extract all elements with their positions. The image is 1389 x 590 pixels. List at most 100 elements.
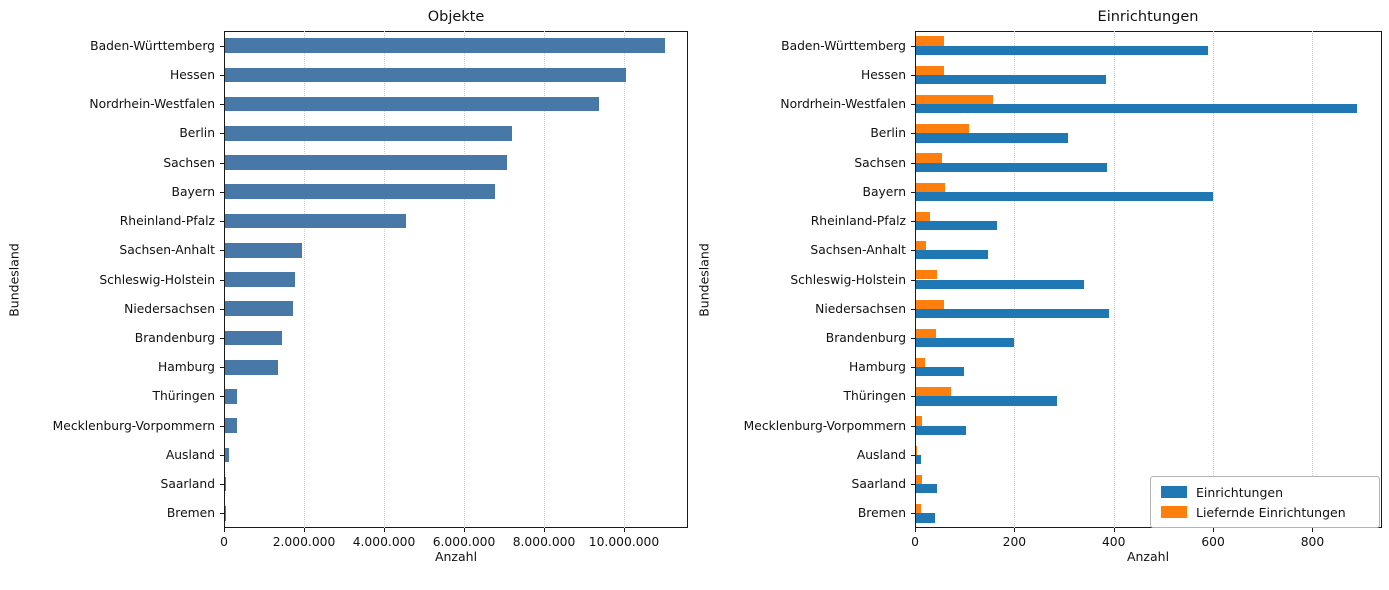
x-tick-label: 800: [1300, 535, 1325, 549]
gridline: [304, 31, 305, 528]
bar-liefernde-einrichtungen-rheinland-pfalz: [916, 211, 930, 222]
x-tick-label: 200: [1002, 535, 1027, 549]
category-label-nordrhein-westfalen: Nordrhein-Westfalen: [780, 97, 906, 112]
y-axis-tick: [911, 74, 915, 76]
x-tick-label: 4.000.000: [352, 535, 416, 549]
legend-swatch-liefernde-einrichtungen-icon: [1161, 506, 1187, 518]
x-axis-tick: [915, 528, 916, 532]
category-label-sachsen-anhalt: Sachsen-Anhalt: [810, 243, 906, 258]
gridline: [624, 31, 625, 528]
x-axis-label-objekte: Anzahl: [434, 549, 478, 564]
bar-liefernde-einrichtungen-sachsen: [916, 153, 943, 163]
bar-liefernde-einrichtungen-sachsen-anhalt: [916, 241, 926, 251]
x-tick-label: 400: [1101, 535, 1126, 549]
category-label-ausland: Ausland: [856, 447, 906, 462]
y-axis-tick: [220, 74, 224, 76]
category-label-hamburg: Hamburg: [157, 360, 215, 375]
bar-hamburg: [225, 359, 279, 375]
gridline: [1312, 31, 1314, 528]
category-label-brandenburg: Brandenburg: [825, 330, 906, 345]
bar-einrichtungen-bremen: [916, 513, 935, 523]
y-axis-tick: [911, 454, 915, 456]
y-axis-tick: [220, 396, 224, 398]
y-axis-tick: [911, 104, 915, 106]
category-label-baden-w-rttemberg: Baden-Württemberg: [781, 38, 906, 53]
bar-einrichtungen-berlin: [916, 133, 1069, 143]
y-axis-tick: [911, 425, 915, 427]
y-axis-tick: [911, 45, 915, 47]
y-axis-tick: [220, 133, 224, 135]
category-label-rheinland-pfalz: Rheinland-Pfalz: [810, 214, 906, 229]
bar-nordrhein-westfalen: [225, 96, 599, 112]
bar-baden-w-rttemberg: [225, 38, 666, 53]
legend-label-einrichtungen: Einrichtungen: [1196, 484, 1283, 500]
category-label-bayern: Bayern: [862, 184, 906, 199]
category-label-th-ringen: Thüringen: [152, 389, 215, 404]
y-axis-tick: [911, 221, 915, 223]
category-label-schleswig-holstein: Schleswig-Holstein: [99, 272, 215, 287]
bar-th-ringen: [225, 389, 237, 404]
x-axis-tick: [224, 528, 225, 532]
x-axis-tick: [464, 528, 465, 532]
y-axis-tick: [220, 221, 224, 223]
bar-einrichtungen-sachsen: [916, 162, 1108, 172]
y-axis-tick: [911, 133, 915, 135]
gridline: [464, 31, 465, 528]
category-label-bremen: Bremen: [166, 506, 215, 521]
y-axis-label-objekte: Bundesland: [6, 243, 22, 317]
category-label-schleswig-holstein: Schleswig-Holstein: [790, 272, 906, 287]
bar-bremen: [225, 506, 226, 521]
category-label-brandenburg: Brandenburg: [134, 330, 215, 345]
bar-liefernde-einrichtungen-berlin: [916, 124, 969, 134]
y-axis-tick: [220, 250, 224, 252]
bar-einrichtungen-bayern: [916, 191, 1214, 201]
x-tick-label: 6.000.000: [432, 535, 496, 549]
y-axis-tick: [220, 279, 224, 281]
bar-saarland: [225, 476, 226, 492]
x-axis-tick: [624, 528, 625, 532]
y-axis-tick: [220, 513, 224, 515]
bar-einrichtungen-ausland: [916, 454, 922, 465]
y-axis-tick: [911, 367, 915, 369]
bar-einrichtungen-nordrhein-westfalen: [916, 104, 1358, 114]
y-axis-tick: [911, 396, 915, 398]
bar-einrichtungen-baden-w-rttemberg: [916, 45, 1209, 55]
y-axis-tick: [220, 484, 224, 486]
y-axis-tick: [911, 484, 915, 486]
legend-label-liefernde-einrichtungen: Liefernde Einrichtungen: [1196, 504, 1346, 520]
y-axis-tick: [911, 513, 915, 515]
category-label-hamburg: Hamburg: [848, 360, 906, 375]
x-tick-label: 10.000.000: [588, 535, 660, 549]
bar-einrichtungen-schleswig-holstein: [916, 279, 1084, 289]
x-axis-tick: [304, 528, 305, 532]
bar-liefernde-einrichtungen-th-ringen: [916, 387, 951, 397]
x-axis-tick: [384, 528, 385, 532]
bar-liefernde-einrichtungen-saarland: [916, 474, 923, 485]
x-tick-label: 2.000.000: [272, 535, 336, 549]
x-tick-label: 8.000.000: [512, 535, 576, 549]
y-axis-tick: [220, 104, 224, 106]
x-tick-label: 0: [220, 535, 228, 549]
y-axis-tick: [220, 45, 224, 47]
gridline: [1213, 31, 1215, 528]
x-axis-tick: [1014, 528, 1016, 532]
category-label-th-ringen: Thüringen: [843, 389, 906, 404]
y-axis-tick: [220, 191, 224, 193]
category-label-berlin: Berlin: [870, 126, 906, 141]
category-label-hessen: Hessen: [861, 67, 906, 82]
y-axis-tick: [911, 337, 915, 339]
x-axis-tick: [1213, 528, 1215, 532]
bar-sachsen: [225, 155, 508, 170]
x-axis-label-einrichtungen: Anzahl: [1126, 549, 1170, 564]
category-label-saarland: Saarland: [851, 477, 906, 492]
category-label-rheinland-pfalz: Rheinland-Pfalz: [119, 214, 215, 229]
bar-liefernde-einrichtungen-schleswig-holstein: [916, 270, 937, 280]
category-label-berlin: Berlin: [179, 126, 215, 141]
y-axis-tick: [911, 279, 915, 281]
bar-liefernde-einrichtungen-niedersachsen: [916, 299, 944, 309]
gridline: [384, 31, 385, 528]
category-label-niedersachsen: Niedersachsen: [124, 301, 215, 316]
bar-rheinland-pfalz: [225, 213, 406, 229]
bar-liefernde-einrichtungen-ausland: [916, 445, 917, 455]
y-axis-label-einrichtungen: Bundesland: [696, 243, 712, 317]
